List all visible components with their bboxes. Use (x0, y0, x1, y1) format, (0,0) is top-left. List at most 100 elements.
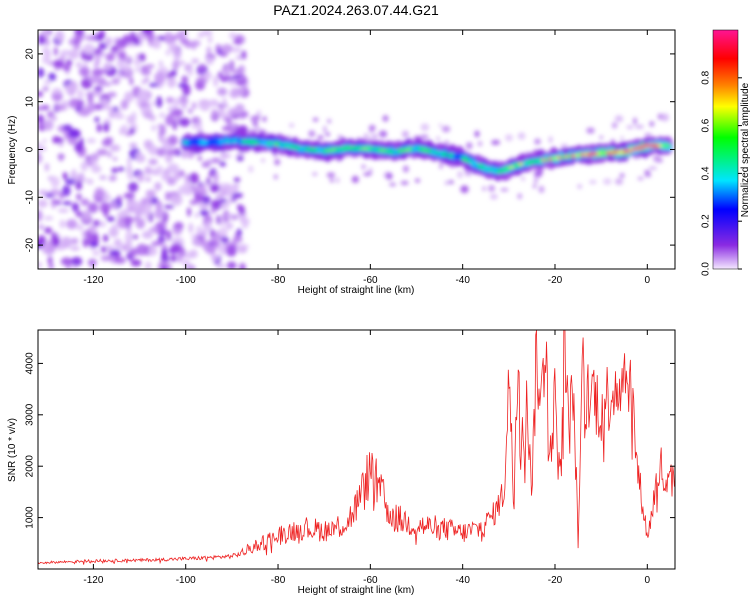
spectrogram-noise-cell (225, 222, 234, 230)
spectrogram-noise-cell (62, 172, 68, 180)
spectrogram-noise-cell (490, 193, 498, 200)
spectrogram-noise-cell (194, 184, 207, 195)
spectrogram-noise-cell (167, 163, 180, 174)
spectrogram-noise-cell (464, 169, 472, 177)
spectrogram-noise-cell (85, 35, 98, 41)
spectrogram-noise-cell (151, 241, 164, 246)
spectrogram-noise-cell (167, 76, 177, 88)
spectrogram-noise-cell (194, 212, 200, 219)
spectrogram-noise-cell (99, 175, 107, 180)
spectrogram-noise-cell (165, 97, 175, 104)
spectrogram-noise-cell (252, 121, 259, 127)
spectrogram-noise-cell (65, 59, 73, 67)
spectrogram-noise-cell (94, 116, 100, 123)
spectrogram-noise-cell (165, 191, 170, 201)
spectrogram-noise-cell (168, 41, 178, 52)
spectrogram-noise-cell (226, 244, 237, 257)
spectrogram-noise-cell (116, 71, 122, 82)
spectrogram-noise-cell (220, 153, 232, 159)
spectrogram-noise-cell (123, 91, 134, 103)
spectrogram-noise-cell (457, 170, 463, 179)
spectrogram-noise-cell (312, 117, 319, 122)
spectrogram-noise-cell (93, 86, 103, 91)
spectrogram-noise-cell (62, 185, 71, 197)
spectrogram-noise-cell (129, 77, 134, 86)
spectrogram-noise-cell (38, 142, 43, 147)
spectrogram-noise-cell (386, 172, 393, 180)
spectrogram-noise-cell (186, 150, 195, 159)
spectrogram-noise-cell (180, 94, 188, 104)
spectrogram-noise-cell (123, 215, 134, 225)
spectrogram-noise-cell (161, 265, 168, 269)
spectrogram-noise-cell (236, 155, 244, 162)
spectrogram-noise-cell (38, 114, 45, 125)
spectrogram-noise-cell (326, 172, 336, 179)
spectrogram-noise-cell (635, 124, 644, 129)
spectrogram-noise-cell (44, 216, 54, 221)
spectrogram-noise-cell (65, 84, 71, 94)
spectrogram-noise-cell (661, 113, 669, 122)
spectrogram-noise-cell (191, 124, 202, 130)
spectrogram-noise-cell (111, 223, 118, 236)
spectrogram-noise-cell (95, 68, 106, 74)
spectrogram-noise-cell (466, 142, 471, 149)
spectrogram-noise-cell (120, 124, 129, 133)
spectrogram-noise-cell (127, 175, 135, 180)
spectrogram-noise-cell (98, 42, 108, 50)
spectrogram-noise-cell (436, 136, 441, 141)
spectrogram-noise-cell (140, 102, 151, 108)
spectrogram-y-tick-label: 0 (25, 146, 36, 152)
spectrogram-noise-cell (168, 135, 179, 146)
spectrogram-noise-cell (312, 172, 318, 176)
spectrogram-y-tick-label: 10 (25, 96, 36, 108)
spectrogram-noise-cell (157, 236, 166, 243)
spectrogram-noise-cell (42, 56, 51, 64)
spectrogram-noise-cell (181, 150, 187, 159)
spectrogram-noise-cell (273, 174, 278, 180)
spectrogram-noise-cell (114, 256, 126, 264)
spectrogram-noise-cell (129, 142, 138, 149)
spectrogram-noise-cell (103, 234, 109, 243)
spectrogram-noise-cell (173, 97, 178, 110)
spectrogram-noise-cell (47, 61, 53, 66)
spectrogram-noise-cell (51, 115, 57, 122)
spectrogram-noise-cell (184, 173, 191, 184)
spectrogram-noise-cell (248, 165, 254, 173)
spectrogram-noise-cell (38, 67, 45, 78)
spectrogram-noise-cell (137, 88, 149, 101)
spectrogram-noise-cell (181, 75, 189, 84)
spectrogram-noise-cell (637, 176, 644, 181)
spectrogram-noise-cell (325, 132, 330, 137)
spectrogram-noise-cell (104, 36, 113, 47)
spectrogram-noise-cell (109, 144, 121, 152)
spectrogram-noise-cell (191, 42, 197, 50)
spectrogram-noise-cell (227, 107, 239, 116)
spectrogram-noise-cell (208, 100, 219, 108)
spectrogram-noise-cell (117, 167, 125, 172)
spectrogram-noise-cell (154, 71, 166, 84)
spectrogram-noise-cell (262, 116, 267, 122)
spectrogram-noise-cell (121, 50, 127, 62)
spectrogram-noise-cell (148, 114, 156, 122)
spectrogram-noise-cell (200, 30, 213, 36)
spectrogram-noise-cell (172, 121, 177, 131)
spectrogram-noise-cell (126, 42, 136, 47)
snr-plot-area (38, 330, 675, 569)
spectrogram-noise-cell (74, 30, 85, 37)
snr-y-label: SNR (10 * v/v) (7, 418, 18, 482)
spectrogram-noise-cell (460, 185, 469, 194)
spectrogram-noise-cell (235, 55, 242, 60)
snr-x-tick-label: -40 (455, 575, 470, 586)
spectrogram-noise-cell (187, 66, 193, 77)
spectrogram-noise-cell (420, 123, 430, 132)
spectrogram-noise-cell (135, 66, 141, 73)
spectrogram-noise-cell (68, 38, 74, 46)
spectrogram-noise-cell (60, 236, 72, 249)
spectrogram-noise-cell (77, 89, 84, 101)
spectrogram-noise-cell (165, 114, 175, 126)
spectrogram-noise-cell (368, 124, 376, 132)
spectrogram-noise-cell (42, 138, 47, 144)
spectrogram-noise-cell (75, 180, 83, 191)
spectrogram-noise-cell (209, 183, 220, 193)
spectrogram-noise-cell (239, 110, 249, 118)
